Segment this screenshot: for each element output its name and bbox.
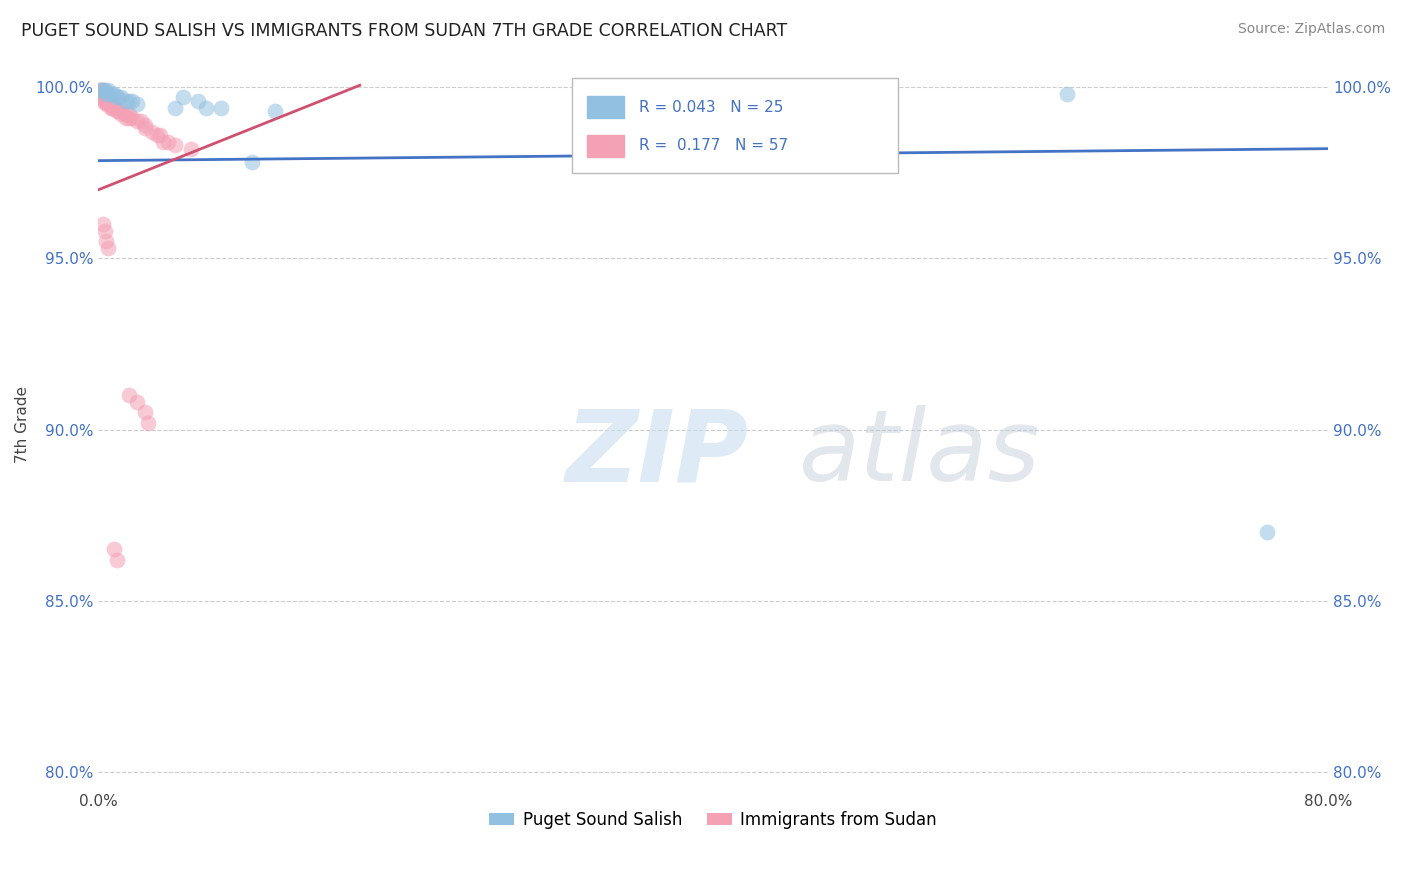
Point	[209, 101, 232, 115]
Point	[134, 118, 156, 132]
Point	[180, 142, 202, 156]
Point	[91, 217, 114, 231]
Point	[1056, 87, 1078, 101]
Point	[94, 97, 117, 112]
Point	[107, 90, 129, 104]
Text: Source: ZipAtlas.com: Source: ZipAtlas.com	[1237, 22, 1385, 37]
Point	[91, 94, 114, 108]
Point	[105, 552, 128, 566]
Point	[146, 128, 169, 142]
Point	[93, 87, 115, 101]
Point	[101, 101, 124, 115]
Point	[94, 94, 117, 108]
Point	[172, 90, 194, 104]
Point	[93, 224, 115, 238]
Point	[141, 124, 163, 138]
Point	[118, 94, 141, 108]
Text: R = 0.043   N = 25: R = 0.043 N = 25	[640, 100, 785, 114]
Text: ZIP: ZIP	[565, 405, 749, 502]
Point	[134, 405, 156, 419]
Point	[121, 94, 143, 108]
Point	[110, 107, 132, 121]
Point	[107, 103, 129, 118]
Point	[156, 135, 179, 149]
Point	[93, 83, 115, 97]
Point	[1256, 525, 1278, 540]
Point	[105, 90, 128, 104]
Point	[89, 87, 111, 101]
Point	[94, 87, 117, 101]
FancyBboxPatch shape	[586, 96, 623, 118]
Point	[97, 90, 120, 104]
Point	[103, 542, 125, 557]
Point	[165, 138, 187, 153]
Point	[187, 94, 209, 108]
Point	[97, 97, 120, 112]
FancyBboxPatch shape	[586, 135, 623, 157]
Point	[100, 101, 122, 115]
Point	[149, 128, 172, 142]
Point	[104, 101, 127, 115]
Point	[105, 103, 128, 118]
Point	[103, 97, 125, 112]
Y-axis label: 7th Grade: 7th Grade	[15, 386, 30, 463]
Point	[118, 111, 141, 125]
Point	[101, 87, 124, 101]
Point	[94, 90, 117, 104]
Point	[98, 94, 121, 108]
Point	[90, 87, 112, 101]
Point	[89, 83, 111, 97]
Point	[93, 94, 115, 108]
Point	[264, 103, 287, 118]
Point	[98, 87, 121, 101]
Point	[103, 87, 125, 101]
Point	[856, 87, 879, 101]
Text: PUGET SOUND SALISH VS IMMIGRANTS FROM SUDAN 7TH GRADE CORRELATION CHART: PUGET SOUND SALISH VS IMMIGRANTS FROM SU…	[21, 22, 787, 40]
Point	[97, 83, 120, 97]
Point	[114, 107, 136, 121]
Point	[118, 107, 141, 121]
Point	[91, 87, 114, 101]
Point	[101, 97, 124, 112]
Point	[125, 114, 148, 128]
Point	[98, 97, 121, 112]
Point	[136, 416, 159, 430]
Point	[118, 388, 141, 402]
Point	[115, 94, 138, 108]
Point	[97, 241, 120, 255]
Point	[89, 83, 111, 97]
Point	[121, 111, 143, 125]
Point	[91, 83, 114, 97]
Point	[93, 90, 115, 104]
Point	[91, 90, 114, 104]
Point	[110, 103, 132, 118]
Point	[131, 114, 153, 128]
Point	[134, 121, 156, 136]
Point	[97, 94, 120, 108]
Point	[240, 155, 263, 169]
Legend: Puget Sound Salish, Immigrants from Sudan: Puget Sound Salish, Immigrants from Suda…	[482, 805, 943, 836]
Point	[165, 101, 187, 115]
Point	[90, 90, 112, 104]
Point	[91, 83, 114, 97]
Text: atlas: atlas	[800, 405, 1040, 502]
Point	[90, 83, 112, 97]
Text: R =  0.177   N = 57: R = 0.177 N = 57	[640, 138, 789, 153]
Point	[100, 94, 122, 108]
Point	[152, 135, 174, 149]
FancyBboxPatch shape	[572, 78, 898, 173]
Point	[195, 101, 218, 115]
Point	[94, 234, 117, 248]
Point	[110, 90, 132, 104]
Point	[115, 111, 138, 125]
Point	[103, 101, 125, 115]
Point	[125, 97, 148, 112]
Point	[125, 395, 148, 409]
